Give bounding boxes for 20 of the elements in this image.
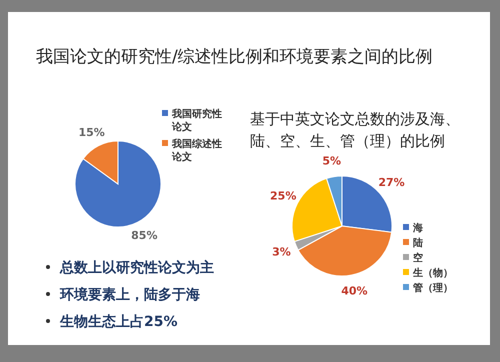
- data-label: 40%: [341, 284, 368, 298]
- data-label: 25%: [270, 190, 296, 203]
- pie-slice: [74, 140, 162, 228]
- legend-label: 陆: [413, 236, 423, 248]
- text: 总数上以研究性论文为主: [59, 259, 214, 276]
- chart-title: 我国论文的研究性/综述性比例和环境要素之间的比例: [36, 47, 433, 67]
- legend-label: 海: [412, 222, 423, 234]
- chart-title: 基于中英文论文总数的涉及海、陆、空、生、管（理）的比例: [250, 110, 460, 150]
- data-label: 85%: [131, 229, 158, 242]
- legend-label: 空: [413, 252, 423, 264]
- legend-label: 管（理）: [412, 282, 453, 294]
- data-label: 5%: [322, 154, 342, 168]
- text: 环境要素上，陆多于海: [59, 286, 200, 303]
- data-label: 15%: [78, 126, 105, 139]
- data-label: 27%: [378, 176, 405, 189]
- legend-label: 我国研究性论文: [171, 108, 222, 132]
- data-label: 3%: [272, 246, 291, 259]
- text: 生物生态上占25%: [59, 314, 178, 330]
- legend-label: 生（物）: [412, 266, 453, 278]
- legend-label: 我国综述性论文: [171, 138, 222, 162]
